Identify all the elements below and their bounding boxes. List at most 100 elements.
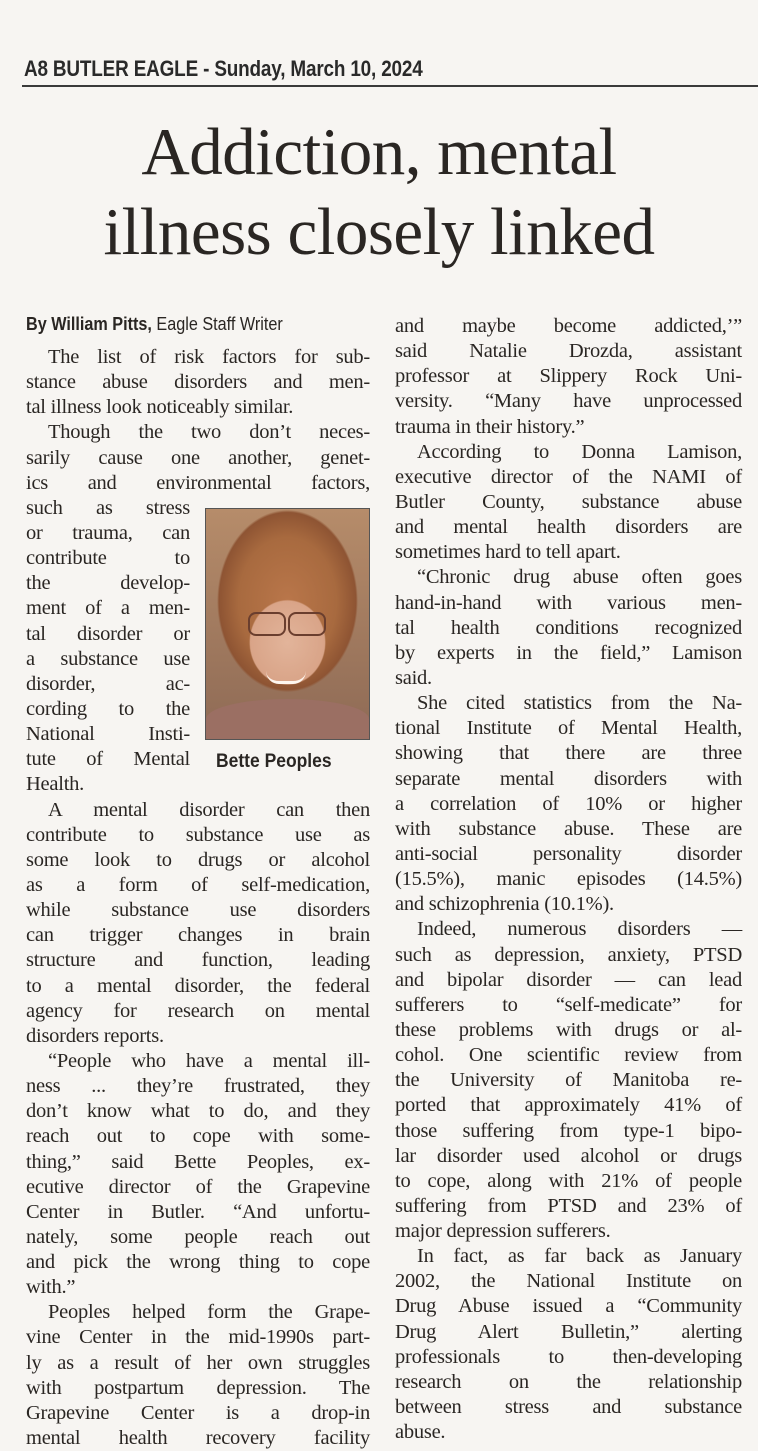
text-line: a substance use: [26, 647, 190, 670]
header-rule: [22, 85, 758, 87]
text-line: stance abuse disorders and men-: [26, 371, 370, 394]
text-line: these problems with drugs or al-: [395, 1018, 742, 1041]
text-line: said.: [395, 666, 432, 689]
text-line: sometimes hard to tell apart.: [395, 541, 621, 564]
text-line: tute of Mental: [26, 748, 190, 771]
text-line: “People who have a mental ill-: [48, 1049, 370, 1072]
page-header: A8 BUTLER EAGLE - Sunday, March 10, 2024: [24, 56, 423, 81]
paragraph: and maybe become addicted,’” said Natalie…: [395, 314, 742, 440]
paragraph: A mental disorder can then contribute to …: [26, 798, 370, 1049]
text-line: thing,” said Bette Peoples, ex-: [26, 1150, 370, 1173]
text-line: or trauma, can: [26, 521, 190, 544]
text-line: 2002, the National Institute on: [395, 1270, 742, 1293]
headline-line-2: illness closely linked: [103, 195, 655, 269]
text-line: research on the relationship: [395, 1370, 742, 1393]
text-line: ported that approximately 41% of: [395, 1094, 742, 1117]
text-line: A mental disorder can then: [48, 798, 370, 821]
text-line: don’t know what to do, and they: [26, 1100, 370, 1123]
headline-line-1: Addiction, mental: [141, 115, 617, 189]
text-line: lar disorder used alcohol or drugs: [395, 1144, 742, 1167]
text-line: disorders reports.: [26, 1024, 164, 1047]
text-line: suffering from PTSD and 23% of: [395, 1194, 742, 1217]
text-line: and mental health disorders are: [395, 516, 742, 539]
text-line: executive director of the NAMI of: [395, 465, 742, 488]
text-line: ly as a result of her own struggles: [26, 1351, 370, 1374]
text-line: the develop-: [26, 572, 190, 595]
text-line: tal disorder or: [26, 622, 190, 645]
text-line: sarily cause one another, genet-: [26, 446, 370, 469]
text-line: disorder, ac-: [26, 672, 190, 695]
text-line: the University of Manitoba re-: [395, 1069, 742, 1092]
text-line: “Chronic drug abuse often goes: [417, 566, 742, 589]
paragraph: Peoples helped form the Grape-vine Cente…: [26, 1300, 370, 1451]
text-line: reach out to cope with some-: [26, 1125, 370, 1148]
text-line: separate mental disorders with: [395, 767, 742, 790]
article-column-right: and maybe become addicted,’” said Natalie…: [395, 314, 742, 1445]
text-line: to a mental disorder, the federal: [26, 974, 370, 997]
text-line: sufferers to “self-medicate” for: [395, 993, 742, 1016]
headline: Addiction, mental illness closely linked: [0, 112, 758, 272]
byline-role: Eagle Staff Writer: [156, 314, 283, 334]
text-line: nately, some people reach out: [26, 1225, 370, 1248]
paragraph: According to Donna Lamison, executive dir…: [395, 440, 742, 566]
text-line: such as depression, anxiety, PTSD: [395, 943, 742, 966]
text-line: The list of risk factors for sub-: [48, 346, 370, 368]
text-line: Drug Alert Bulletin,” alerting: [395, 1320, 742, 1343]
text-line: professor at Slippery Rock Uni-: [395, 365, 742, 388]
text-line: and pick the wrong thing to cope: [26, 1251, 370, 1274]
text-line: Peoples helped form the Grape-: [48, 1301, 370, 1324]
text-line: According to Donna Lamison,: [417, 440, 742, 463]
text-line: mental health recovery facility: [26, 1427, 370, 1450]
photo-shoulders: [206, 699, 369, 739]
text-line: agency for research on mental: [26, 999, 370, 1022]
text-line: tal illness look noticeably similar.: [26, 396, 294, 419]
text-line: Though the two don’t neces-: [48, 421, 370, 444]
text-line: ness ... they’re frustrated, they: [26, 1075, 370, 1098]
text-line: hand-in-hand with various men-: [395, 591, 742, 614]
paragraph: She cited statistics from the Na-tional …: [395, 691, 742, 917]
text-line: National Insti-: [26, 723, 190, 746]
paragraph: “Chronic drug abuse often goes hand-in-ha…: [395, 565, 742, 691]
text-line: Drug Abuse issued a “Community: [395, 1295, 742, 1318]
paragraph: “People who have a mental ill-ness ... t…: [26, 1049, 370, 1300]
text-line: Grapevine Center is a drop-in: [26, 1401, 370, 1424]
text-line: versity. “Many have unprocessed: [395, 390, 742, 413]
text-line: said Natalie Drozda, assistant: [395, 340, 742, 363]
text-line: such as stress: [26, 496, 190, 519]
portrait-photo: [205, 508, 370, 740]
text-line: She cited statistics from the Na-: [417, 692, 742, 715]
text-line: major depression sufferers.: [395, 1220, 611, 1243]
text-line: a correlation of 10% or higher: [395, 792, 742, 815]
text-line: Butler County, substance abuse: [395, 490, 742, 513]
text-line: by experts in the field,” Lamison: [395, 641, 742, 664]
text-line: cohol. One scientific review from: [395, 1044, 742, 1067]
article-column-left: The list of risk factors for sub-stance …: [26, 345, 370, 1451]
text-line: contribute to: [26, 547, 190, 570]
text-line: some look to drugs or alcohol: [26, 848, 370, 871]
text-line: anti-social personality disorder: [395, 842, 742, 865]
text-line: contribute to substance use as: [26, 823, 370, 846]
text-line: between stress and substance: [395, 1396, 742, 1419]
text-line: Indeed, numerous disorders —: [417, 918, 742, 941]
text-line: with substance abuse. These are: [395, 817, 742, 840]
byline: By William Pitts, Eagle Staff Writer: [26, 314, 283, 335]
text-line: cording to the: [26, 697, 190, 720]
text-line: structure and function, leading: [26, 949, 370, 972]
text-line: tional Institute of Mental Health,: [395, 717, 742, 740]
text-line: ecutive director of the Grapevine: [26, 1175, 370, 1198]
paragraph: Though the two don’t neces-sarily cause …: [26, 420, 370, 797]
text-line: Center in Butler. “And unfortu-: [26, 1200, 370, 1223]
text-line: with.”: [26, 1276, 76, 1299]
text-line: ment of a men-: [26, 597, 190, 620]
photo-smile: [266, 671, 306, 684]
text-line: In fact, as far back as January: [417, 1245, 742, 1268]
text-line: those suffering from type-1 bipo-: [395, 1119, 742, 1142]
text-line: trauma in their history.”: [395, 415, 585, 438]
byline-author: By William Pitts,: [26, 314, 152, 334]
text-line: Health.: [26, 773, 85, 796]
text-line: (15.5%), manic episodes (14.5%): [395, 868, 742, 891]
text-line: and schizophrenia (10.1%).: [395, 893, 614, 916]
paragraph: The list of risk factors for sub-stance …: [26, 345, 370, 420]
text-line: vine Center in the mid-1990s part-: [26, 1326, 370, 1349]
photo-glasses: [246, 612, 326, 636]
